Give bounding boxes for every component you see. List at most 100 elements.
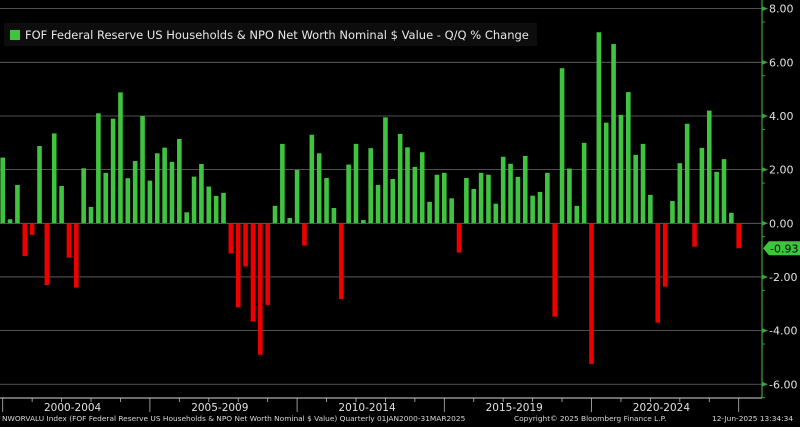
y-axis: 8.00 6.00 4.00 2.00 0.00 -2.00 -4.00 -6.00 -0.93 [761, 0, 800, 399]
bar [110, 118, 116, 224]
bar [574, 205, 580, 224]
bar [655, 223, 661, 323]
bar [552, 223, 557, 317]
bar [191, 176, 197, 224]
bar [250, 223, 256, 322]
bar [162, 147, 167, 224]
y-tick [762, 220, 768, 226]
bar [618, 114, 624, 224]
footer-timestamp: 12-Jun-2025 13:34:34 [712, 414, 794, 423]
bar [493, 203, 499, 224]
bar [648, 194, 653, 224]
bar [199, 164, 204, 224]
bar [154, 153, 160, 224]
bar [316, 153, 322, 224]
x-tick-label: 2005-2009 [191, 402, 248, 414]
bar [397, 133, 403, 224]
bar [132, 161, 138, 224]
bar [125, 178, 131, 224]
bar [15, 184, 20, 224]
bar [37, 146, 42, 224]
y-tick-label: -6.00 [769, 378, 797, 391]
bar [66, 223, 72, 258]
bar [169, 161, 175, 224]
bar [118, 92, 123, 224]
footer-index: NWORVALU Index (FOF Federal Reserve US H… [2, 414, 466, 423]
bar [265, 223, 270, 305]
y-tick-label: 8.00 [769, 3, 794, 16]
bar [235, 223, 241, 308]
bar [633, 154, 638, 224]
bar [280, 143, 285, 224]
y-tick [762, 274, 768, 280]
y-tick [762, 113, 768, 119]
bar [405, 147, 410, 224]
bar [331, 208, 337, 224]
bar [309, 134, 315, 224]
bar [324, 177, 329, 224]
bar [88, 206, 94, 224]
bar [221, 192, 226, 224]
bar [699, 147, 705, 224]
bar [478, 172, 484, 224]
bar [545, 172, 550, 224]
y-tick [762, 59, 768, 65]
y-tick [762, 328, 768, 334]
y-tick [762, 381, 768, 387]
bar [22, 223, 28, 257]
bar [29, 223, 35, 235]
bar [464, 177, 469, 224]
x-tick-label: 2020-2024 [633, 402, 691, 414]
bar [670, 201, 675, 224]
legend-label: FOF Federal Reserve US Households & NPO … [25, 27, 529, 42]
bar [692, 223, 697, 247]
footer-copyright: Copyright© 2025 Bloomberg Finance L.P. [514, 414, 667, 423]
bar [736, 223, 741, 249]
bar [228, 223, 234, 254]
bar [515, 176, 521, 224]
y-tick [762, 6, 768, 12]
bar [559, 68, 565, 224]
bar [243, 223, 248, 267]
bar [184, 212, 189, 224]
bar [346, 164, 351, 224]
bar [706, 110, 712, 224]
bar [427, 201, 432, 224]
bar [530, 195, 535, 224]
bar [177, 139, 182, 224]
bar [361, 220, 366, 224]
bar [258, 223, 263, 355]
bar [96, 113, 101, 224]
bar [383, 117, 388, 224]
bar [412, 166, 418, 224]
bar [287, 217, 293, 224]
bar [353, 143, 359, 224]
y-tick-label: 0.00 [769, 217, 794, 230]
bar [140, 115, 145, 224]
bar [419, 152, 425, 224]
legend-swatch [10, 29, 20, 40]
y-tick-label: -2.00 [769, 271, 797, 284]
bar [294, 169, 300, 224]
bar [626, 92, 631, 224]
bar [596, 32, 602, 224]
bar [581, 142, 587, 224]
bar [640, 143, 646, 224]
bar [486, 174, 491, 224]
bar [721, 159, 727, 224]
bar [677, 163, 683, 224]
y-tick-label: -4.00 [769, 325, 797, 338]
bar [368, 148, 373, 224]
bar [589, 223, 594, 364]
bar [51, 133, 57, 224]
bar [714, 171, 719, 224]
x-tick-label: 2010-2014 [338, 402, 396, 414]
bar [74, 223, 79, 288]
bar [0, 157, 5, 224]
bars [0, 32, 741, 364]
bar [456, 223, 462, 253]
bar [508, 163, 513, 224]
bar [500, 156, 506, 224]
legend: FOF Federal Reserve US Households & NPO … [4, 23, 537, 46]
